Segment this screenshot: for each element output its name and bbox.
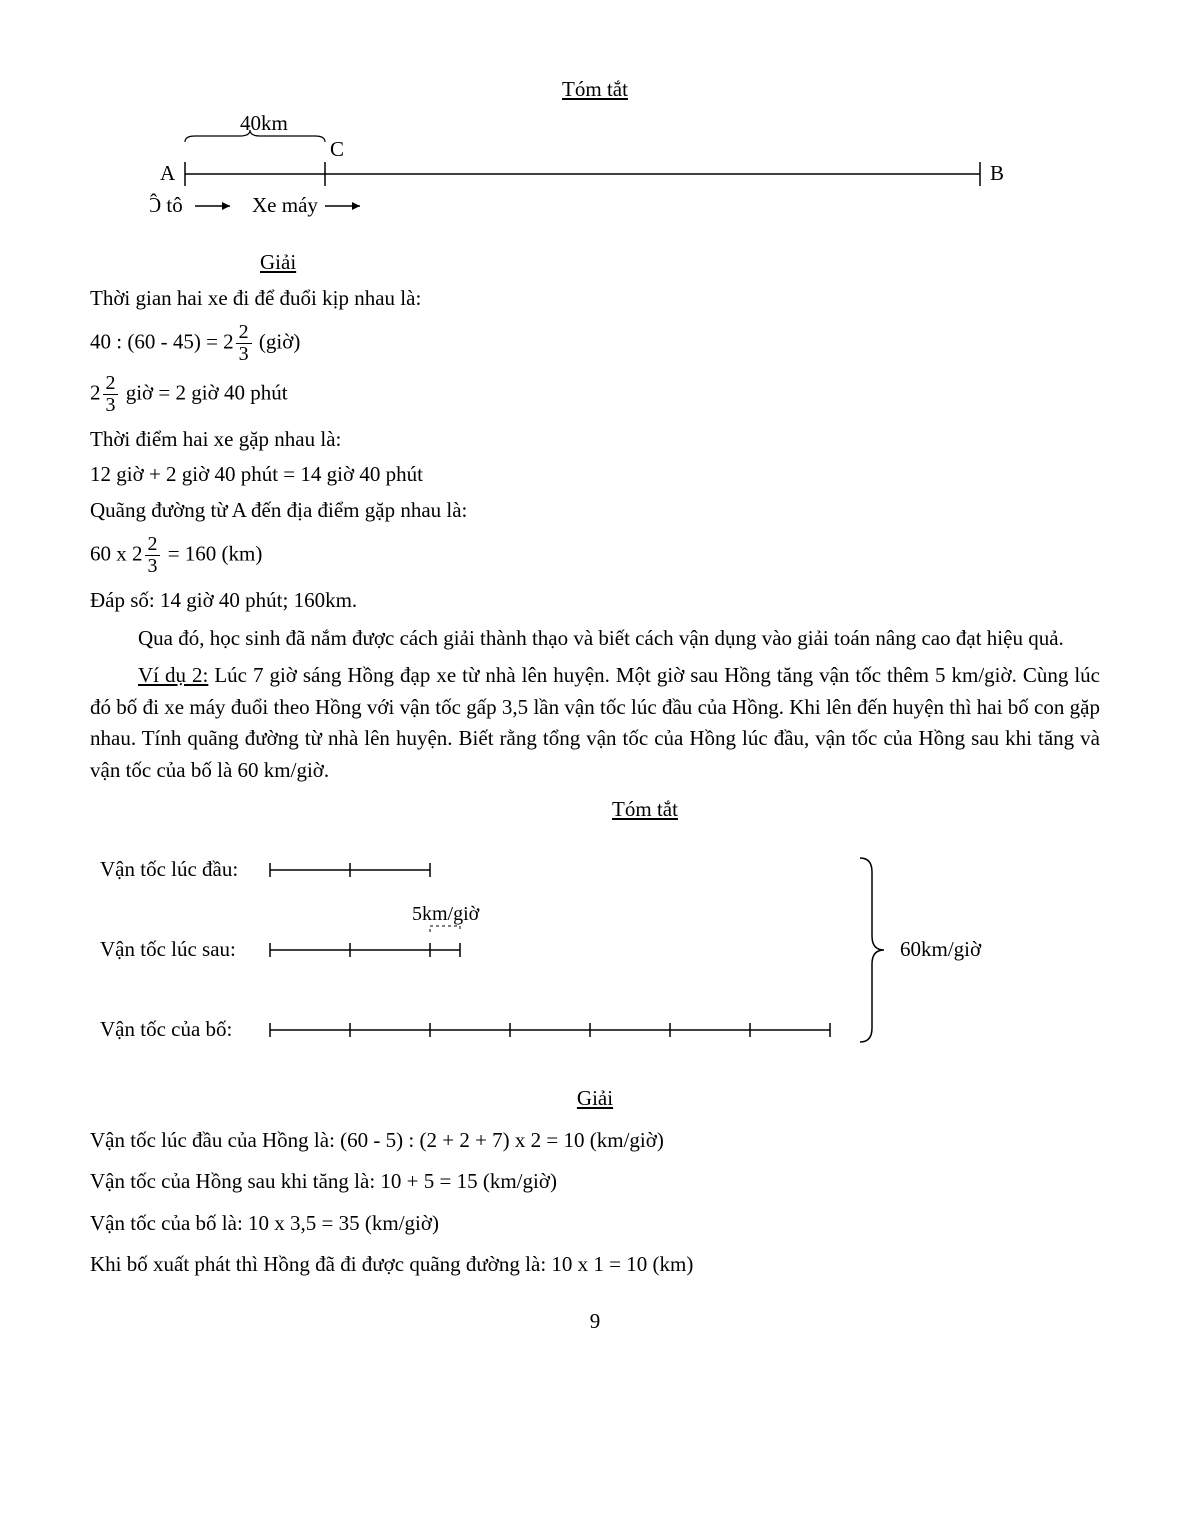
d1-label-a: A: [160, 161, 176, 185]
expr1-num: 2: [236, 322, 252, 344]
expr3-pre: 60 x: [90, 542, 132, 566]
tomtat2-header: Tóm tắt: [190, 794, 1100, 826]
d1-40km: 40km: [240, 112, 288, 135]
d1-label-b: B: [990, 161, 1004, 185]
expr3-whole: 2: [132, 542, 143, 566]
svg-text:Vận tốc của bố:: Vận tốc của bố:: [100, 1017, 232, 1041]
expr1: 40 : (60 - 45) = 223 (giờ): [90, 322, 1100, 365]
vidu2-label: Ví dụ 2:: [138, 663, 208, 687]
sol2-line3: Vận tốc của bố là: 10 x 3,5 = 35 (km/giờ…: [90, 1208, 1100, 1240]
d1-xemay: Xe máy: [252, 193, 318, 217]
svg-text:60km/giờ: 60km/giờ: [900, 937, 982, 961]
expr2-num: 2: [103, 373, 119, 395]
giai1-header: Giải: [260, 247, 1100, 279]
page-number: 9: [90, 1306, 1100, 1338]
expr3-den: 3: [145, 556, 161, 577]
vidu2-text: Lúc 7 giờ sáng Hồng đạp xe từ nhà lên hu…: [90, 663, 1100, 782]
expr2-den: 3: [103, 395, 119, 416]
line-thoidiem-calc: 12 giờ + 2 giờ 40 phút = 14 giờ 40 phút: [90, 459, 1100, 491]
sol2-line2: Vận tốc của Hồng sau khi tăng là: 10 + 5…: [90, 1166, 1100, 1198]
diagram2: Vận tốc lúc đầu: Vận tốc lúc sau: 5km/giờ V…: [100, 830, 1100, 1070]
tomtat1-label: Tóm tắt: [562, 77, 628, 101]
diagram1: 40km C A B Ô tô Xe máy: [150, 112, 1100, 242]
tomtat1-header: Tóm tắt: [90, 74, 1100, 106]
expr1-pre: 40 : (60 - 45) =: [90, 329, 223, 353]
svg-text:Vận tốc lúc đầu:: Vận tốc lúc đầu:: [100, 857, 238, 881]
line-thigian1: Thời gian hai xe đi để đuổi kịp nhau là:: [90, 283, 1100, 315]
expr3: 60 x 223 = 160 (km): [90, 534, 1100, 577]
line-quang: Quãng đường từ A đến địa điểm gặp nhau l…: [90, 495, 1100, 527]
giai1-label: Giải: [260, 250, 296, 274]
sol2-line4: Khi bố xuất phát thì Hồng đã đi được quã…: [90, 1249, 1100, 1281]
svg-text:5km/giờ: 5km/giờ: [412, 903, 480, 925]
expr2-post: giờ = 2 giờ 40 phút: [126, 380, 288, 404]
expr1-post: (giờ): [259, 329, 300, 353]
expr1-den: 3: [236, 344, 252, 365]
svg-text:Vận tốc lúc sau:: Vận tốc lúc sau:: [100, 937, 236, 961]
d1-oto: Ô tô: [150, 193, 183, 217]
d1-label-c: C: [330, 137, 344, 161]
quado-para: Qua đó, học sinh đã nắm được cách giải t…: [90, 623, 1100, 655]
dapso: Đáp số: 14 giờ 40 phút; 160km.: [90, 585, 1100, 617]
line-thoidiem: Thời điểm hai xe gặp nhau là:: [90, 424, 1100, 456]
giai2-header: Giải: [90, 1083, 1100, 1115]
giai2-label: Giải: [577, 1086, 613, 1110]
expr2: 223 giờ = 2 giờ 40 phút: [90, 373, 1100, 416]
expr3-post: = 160 (km): [168, 542, 263, 566]
expr1-whole: 2: [223, 329, 234, 353]
expr3-num: 2: [145, 534, 161, 556]
vidu2-para: Ví dụ 2: Lúc 7 giờ sáng Hồng đạp xe từ n…: [90, 660, 1100, 786]
tomtat2-label: Tóm tắt: [612, 797, 678, 821]
sol2-line1: Vận tốc lúc đầu của Hồng là: (60 - 5) : …: [90, 1125, 1100, 1157]
expr2-whole: 2: [90, 380, 101, 404]
